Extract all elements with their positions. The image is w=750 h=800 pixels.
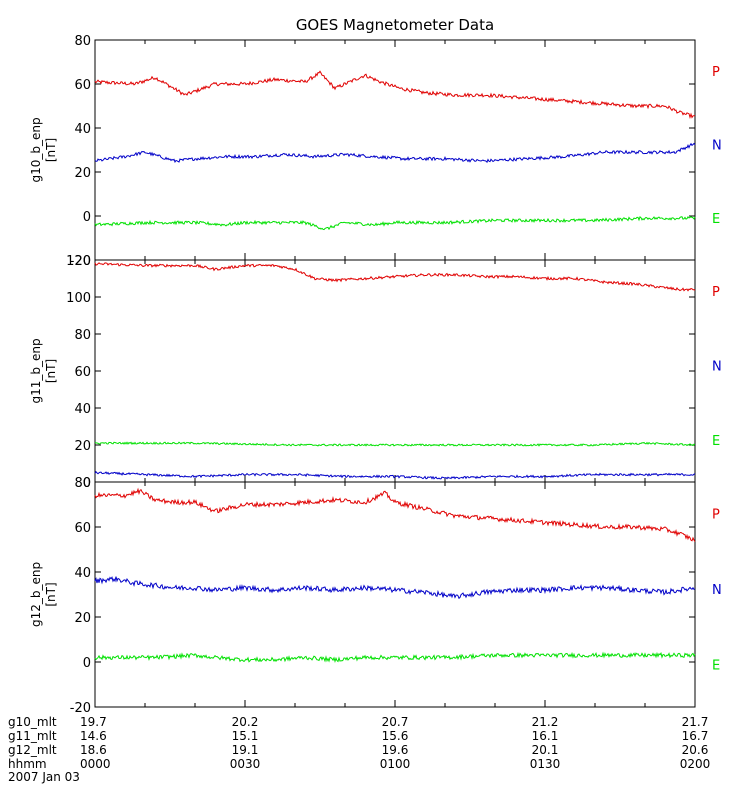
y-tick-label: 80 [74, 476, 91, 491]
x-tick-label-g12_mlt: 19.1 [232, 743, 259, 757]
x-tick-label-g10_mlt: 19.7 [80, 715, 107, 729]
y-tick-label: 40 [74, 402, 91, 417]
row-label-g10_mlt: g10_mlt [8, 715, 57, 729]
y-axis-label: g12_b_enp [29, 562, 43, 627]
panel-frame [94, 39, 696, 261]
row-label-g12_mlt: g12_mlt [8, 743, 57, 757]
series-N-line [94, 470, 696, 480]
legend-P: P [712, 285, 720, 300]
y-axis-unit: [nT] [44, 359, 58, 383]
x-tick-label-hhmm: 0130 [530, 757, 561, 771]
panel-2: 0 20 40 60 80 100 120 g11_b_enp [nT] P N E [29, 254, 722, 491]
x-tick-label-g11_mlt: 15.1 [232, 729, 259, 743]
series-N-line [94, 142, 696, 164]
series-E-line [94, 651, 696, 663]
y-tick-label: 40 [74, 122, 91, 137]
x-tick-label-hhmm: 0200 [680, 757, 711, 771]
date-label: 2007 Jan 03 [8, 770, 80, 784]
y-axis-unit: [nT] [44, 138, 58, 162]
y-tick-label: 80 [74, 328, 91, 343]
row-label-hhmm: hhmm [8, 757, 47, 771]
legend-P: P [712, 508, 720, 523]
y-tick-label: 60 [74, 365, 91, 380]
x-tick-label-g12_mlt: 20.1 [532, 743, 559, 757]
y-axis-unit: [nT] [44, 582, 58, 606]
panel-1: -20 0 20 40 60 80 g10_b_enp [nT] P N E [29, 34, 722, 269]
x-tick-label-g10_mlt: 21.7 [682, 715, 709, 729]
x-tick-label-g12_mlt: 20.6 [682, 743, 709, 757]
y-axis-label: g10_b_enp [29, 117, 43, 182]
legend-E: E [712, 658, 720, 673]
x-tick-label-g12_mlt: 19.6 [382, 743, 409, 757]
y-tick-label: 120 [66, 254, 91, 269]
y-tick-label: 100 [66, 291, 91, 306]
x-tick-label-g10_mlt: 20.7 [382, 715, 409, 729]
series-P-line [94, 262, 696, 292]
x-tick-label-hhmm: 0100 [380, 757, 411, 771]
y-tick-label: 20 [74, 611, 91, 626]
x-tick-label-hhmm: 0000 [80, 757, 111, 771]
legend-N: N [712, 139, 722, 154]
y-tick-label: 0 [83, 656, 91, 671]
y-tick-label: 60 [74, 521, 91, 536]
x-tick-label-g10_mlt: 21.2 [532, 715, 559, 729]
row-label-g11_mlt: g11_mlt [8, 729, 57, 743]
panel-3: -20 0 20 40 60 80 g12_b_enp [nT] P N E [29, 476, 722, 716]
y-tick-label: -20 [70, 254, 91, 269]
series-E-line [94, 441, 696, 447]
x-tick-label-g10_mlt: 20.2 [232, 715, 259, 729]
x-tick-label-g11_mlt: 16.7 [682, 729, 709, 743]
y-tick-label: 20 [74, 439, 91, 454]
panel-frame [94, 481, 696, 708]
legend-N: N [712, 359, 722, 374]
x-tick-label-g11_mlt: 15.6 [382, 729, 409, 743]
legend-P: P [712, 65, 720, 80]
x-tick-label-g12_mlt: 18.6 [80, 743, 107, 757]
chart-title: GOES Magnetometer Data [296, 16, 494, 34]
y-tick-label: 20 [74, 166, 91, 181]
y-tick-label: 60 [74, 78, 91, 93]
y-tick-label: 0 [83, 476, 91, 491]
x-tick-label-hhmm: 0030 [230, 757, 261, 771]
panel-frame [94, 259, 696, 483]
series-P-line [94, 70, 695, 120]
y-tick-label: 80 [74, 34, 91, 49]
series-E-line [94, 215, 696, 231]
y-tick-label: -20 [70, 701, 91, 716]
x-tick-label-g11_mlt: 14.6 [80, 729, 107, 743]
legend-E: E [712, 212, 720, 227]
legend-N: N [712, 583, 722, 598]
legend-E: E [712, 434, 720, 449]
x-tick-label-g11_mlt: 16.1 [532, 729, 559, 743]
series-N-line [94, 576, 696, 600]
series-P-line [94, 487, 696, 542]
y-tick-label: 0 [83, 210, 91, 225]
y-tick-label: 40 [74, 566, 91, 581]
y-axis-label: g11_b_enp [29, 338, 43, 403]
